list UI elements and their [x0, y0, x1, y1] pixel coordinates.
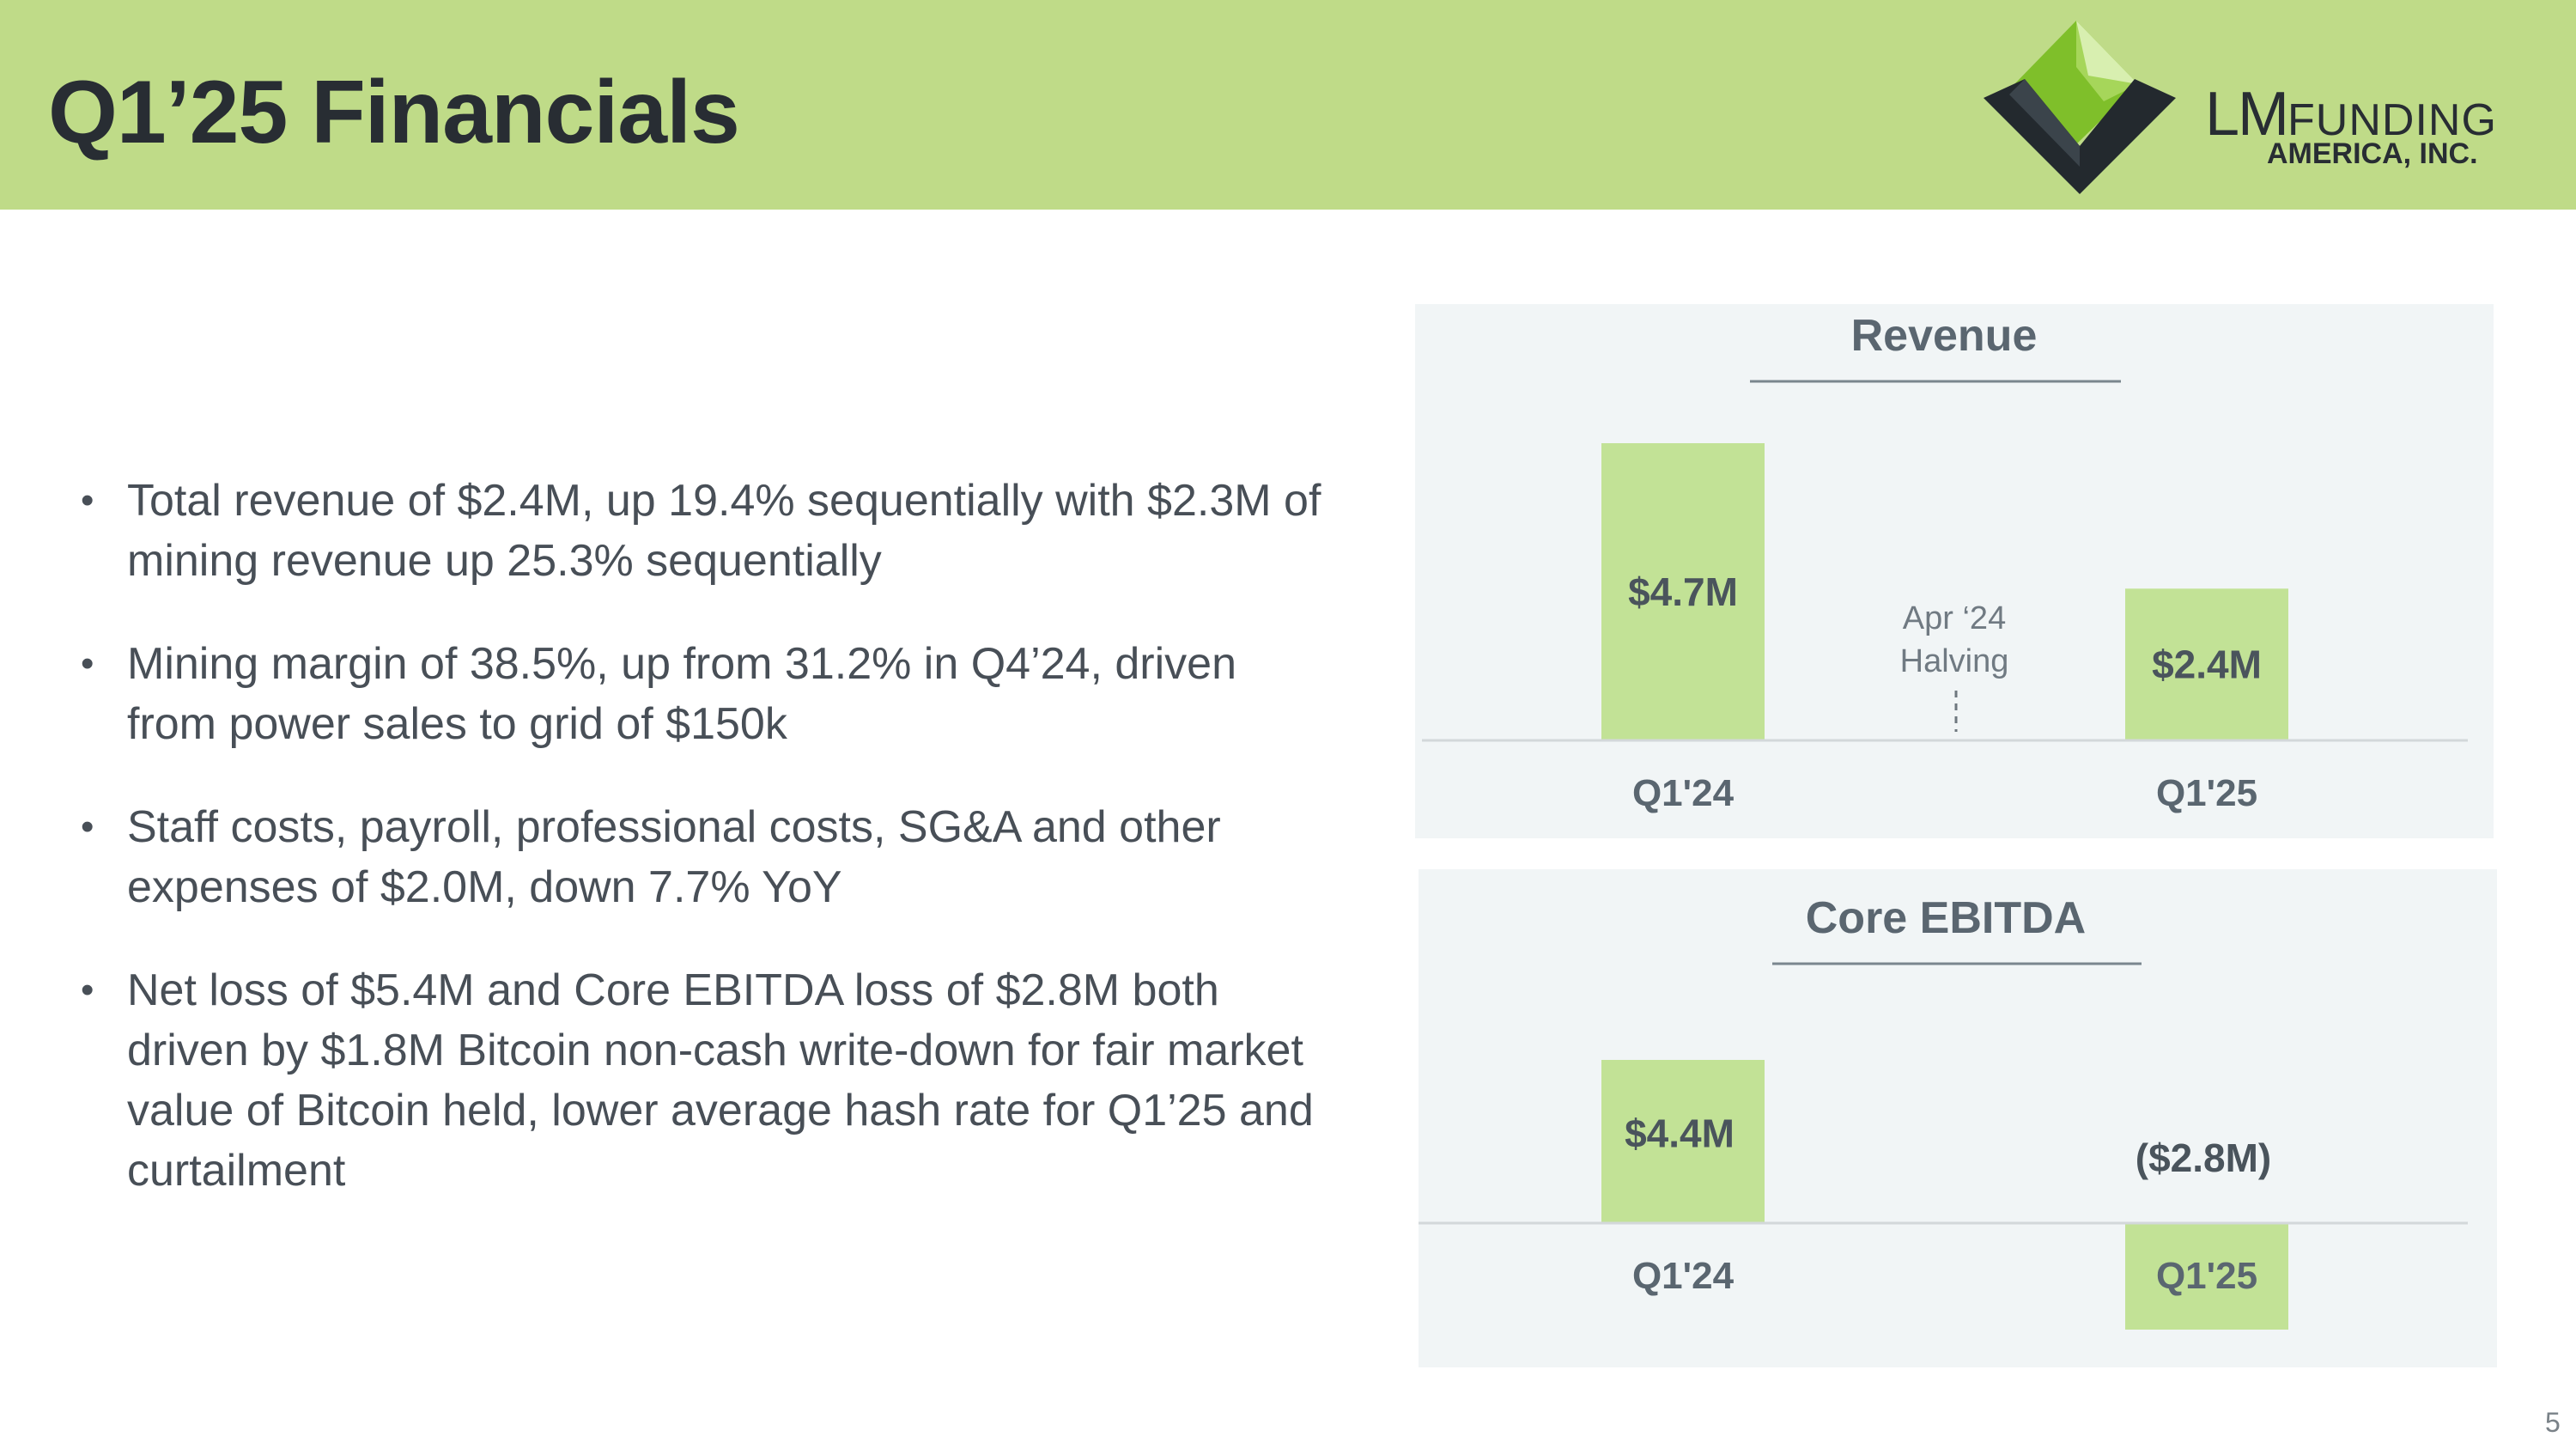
core-ebitda-chart: Core EBITDA $4.4M ($2.8M) Q1'24 Q1'25: [1419, 893, 2468, 1330]
revenue-data-label: $4.7M: [1628, 569, 1738, 614]
bullet-text: Staff costs, payroll, professional costs…: [127, 802, 1221, 912]
x-tick-label: Q1'25: [2156, 1255, 2257, 1297]
x-tick-label: Q1'24: [1632, 772, 1735, 814]
bullet-dot-icon: •: [81, 642, 94, 685]
bullet-dot-icon: •: [81, 969, 94, 1011]
core-ebitda-bar: [2125, 1223, 2288, 1330]
bullet-text: Net loss of $5.4M and Core EBITDA loss o…: [127, 965, 1314, 1196]
core-ebitda-bar: [1601, 1060, 1765, 1223]
revenue-chart-panel: Revenue $4.7M $2.4M Q1'24 Q1'25 Apr ‘24 H…: [1415, 304, 2494, 838]
x-tick-label: Q1'25: [2156, 772, 2257, 814]
bullet-text: Total revenue of $2.4M, up 19.4% sequent…: [127, 476, 1321, 586]
core-ebitda-data-label: ($2.8M): [2136, 1135, 2271, 1180]
revenue-bar: [2125, 588, 2288, 740]
bullet-dot-icon: •: [81, 806, 94, 848]
bullet-item: • Staff costs, payroll, professional cost…: [76, 797, 1329, 917]
logo-funding: FUNDING: [2287, 95, 2497, 145]
revenue-bar: [1601, 443, 1765, 740]
bullet-list: • Total revenue of $2.4M, up 19.4% sequen…: [76, 471, 1329, 1244]
revenue-data-label: $2.4M: [2152, 642, 2262, 687]
bullet-item: • Mining margin of 38.5%, up from 31.2% i…: [76, 634, 1329, 754]
halving-annotation-line1: Apr ‘24: [1903, 600, 2006, 636]
logo-subtitle: AMERICA, INC.: [2267, 137, 2478, 170]
revenue-chart: Revenue $4.7M $2.4M Q1'24 Q1'25 Apr ‘24 H…: [1422, 311, 2468, 814]
chart-title: Revenue: [1851, 311, 2038, 361]
chevron-diamond-logo-icon: [1984, 21, 2176, 194]
bullet-dot-icon: •: [81, 479, 94, 521]
logo-wordmark: LMFUNDING: [2205, 79, 2497, 149]
slide-title: Q1’25 Financials: [48, 63, 740, 162]
core-ebitda-chart-panel: Core EBITDA $4.4M ($2.8M) Q1'24 Q1'25: [1419, 869, 2497, 1367]
company-logo: LMFUNDING AMERICA, INC.: [1984, 15, 2542, 198]
halving-annotation-line2: Halving: [1900, 643, 2009, 679]
page-number: 5: [2545, 1407, 2561, 1438]
header-bar: Q1’25 Financials LMFUNDING AMERICA, INC.: [0, 0, 2576, 210]
logo-lm: LM: [2205, 80, 2289, 149]
core-ebitda-data-label: $4.4M: [1625, 1111, 1735, 1156]
x-tick-label: Q1'24: [1632, 1255, 1735, 1297]
chart-title: Core EBITDA: [1806, 893, 2086, 943]
bullet-item: • Net loss of $5.4M and Core EBITDA loss …: [76, 960, 1329, 1201]
bullet-text: Mining margin of 38.5%, up from 31.2% in…: [127, 639, 1237, 749]
bullet-item: • Total revenue of $2.4M, up 19.4% sequen…: [76, 471, 1329, 591]
